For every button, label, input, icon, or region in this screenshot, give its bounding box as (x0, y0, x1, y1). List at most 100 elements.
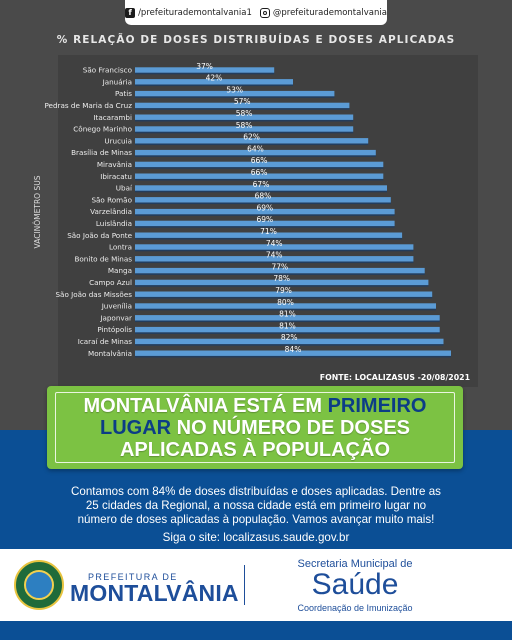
tick-label: Varzelândia (90, 207, 132, 216)
bar (135, 350, 451, 356)
bar (135, 126, 354, 132)
bar (135, 149, 376, 156)
instagram-link[interactable]: @prefeiturademontalvania (259, 7, 387, 18)
data-label: 84% (285, 345, 302, 354)
data-label: 68% (255, 192, 272, 201)
source-note: FONTE: LOCALIZASUS -20/08/2021 (320, 373, 470, 382)
prefeitura-name: MONTALVÂNIA (70, 580, 239, 606)
bottom-strip (0, 621, 512, 640)
tick-label: Luislândia (96, 219, 132, 228)
data-label: 42% (206, 74, 223, 83)
bar (135, 267, 425, 274)
data-label: 69% (256, 215, 273, 224)
prefeitura-label: PREFEITURA DE (88, 572, 178, 582)
municipal-seal-icon (14, 560, 64, 610)
data-label: 74% (266, 251, 283, 260)
tick-label: Japonvar (99, 313, 132, 322)
bar (135, 315, 440, 321)
chart-title: % RELAÇÃO DE DOSES DISTRIBUÍDAS E DOSES … (56, 34, 456, 46)
instagram-handle: @prefeiturademontalvania (272, 7, 387, 18)
facebook-link[interactable]: f /prefeiturademontalvania1 (125, 7, 252, 18)
headline-highlight: LUGAR (99, 416, 172, 439)
bar (135, 338, 444, 345)
headline-text: NO NÚMERO DE DOSES (171, 416, 411, 439)
data-label: 62% (243, 133, 260, 142)
bar (135, 197, 391, 203)
tick-label: Ubaí (116, 184, 133, 193)
headline-box: MONTALVÂNIA ESTÁ EM PRIMEIRO LUGAR NO NÚ… (47, 386, 463, 469)
tick-label: Patis (115, 89, 132, 98)
bar (135, 185, 387, 191)
data-label: 78% (273, 274, 290, 283)
bar (135, 256, 414, 262)
data-label: 81% (279, 321, 296, 330)
tick-label: Juvenília (101, 302, 132, 311)
bar (135, 161, 384, 168)
headline-line-3: APLICADAS À POPULAÇÃO (119, 438, 390, 461)
tick-label: Bonito de Minas (74, 254, 132, 263)
bar (135, 244, 414, 250)
imunizacao-label: Coordenação de Imunização (297, 603, 413, 613)
data-label: 69% (256, 203, 273, 212)
tick-label: Januária (102, 77, 132, 86)
headline-text: MONTALVÂNIA ESTÁ EM (83, 394, 328, 417)
bar (135, 291, 433, 297)
footer (0, 549, 512, 621)
data-label: 66% (251, 168, 268, 177)
bar (135, 79, 293, 85)
data-label: 67% (253, 180, 270, 189)
tick-label: São Romão (91, 195, 132, 204)
facebook-icon: f (125, 7, 136, 18)
headline-highlight: PRIMEIRO (327, 394, 427, 417)
bar (135, 90, 335, 97)
bar (135, 220, 395, 227)
footer-divider (244, 565, 245, 605)
bar (135, 102, 350, 109)
bar-chart: VACINÔMETRO SUS São Francisco 37% Januária 4… (33, 61, 470, 382)
data-label: 80% (277, 298, 294, 307)
data-label: 71% (260, 227, 277, 236)
data-label: 53% (226, 85, 243, 94)
headline-frame: MONTALVÂNIA ESTÁ EM PRIMEIRO LUGAR NO NÚ… (55, 392, 455, 463)
tick-label: Pedras de Maria da Cruz (44, 101, 132, 110)
body-line: número de doses aplicadas à população. V… (77, 513, 435, 526)
bar (135, 303, 436, 309)
saude-title: Saúde (311, 568, 399, 601)
y-axis-title: VACINÔMETRO SUS (33, 175, 42, 248)
secretaria-label: Secretaria Municipal de (297, 558, 413, 570)
tick-label: Cônego Marinho (73, 125, 132, 134)
data-label: 57% (234, 97, 251, 106)
social-bar: f /prefeiturademontalvania1 @prefeiturad… (125, 0, 387, 25)
tick-label: Montalvânia (88, 349, 132, 358)
data-label: 79% (275, 286, 292, 295)
data-label: 37% (196, 62, 213, 71)
data-label: 81% (279, 310, 296, 319)
tick-label: Urucuia (104, 136, 132, 145)
bar (135, 173, 384, 179)
headline-line-1: MONTALVÂNIA ESTÁ EM PRIMEIRO (84, 395, 427, 417)
tick-label: Pintópolis (97, 325, 132, 334)
bar (135, 326, 440, 333)
tick-label: Campo Azul (89, 278, 132, 287)
tick-label: Ibiracatu (100, 172, 132, 181)
data-label: 82% (281, 333, 298, 342)
body-text: Contamos com 84% de doses distribuídas e… (10, 485, 502, 527)
site-link[interactable]: Siga o site: localizasus.saude.gov.br (162, 531, 350, 544)
bar (135, 232, 403, 238)
seal-center (24, 570, 54, 600)
facebook-handle: /prefeiturademontalvania1 (138, 7, 252, 18)
body-line: 25 cidades da Regional, a nossa cidade e… (85, 499, 427, 512)
tick-label: São João das Missões (55, 290, 132, 299)
body-line: Contamos com 84% de doses distribuídas e… (71, 485, 441, 498)
tick-label: Itacarambi (93, 113, 132, 122)
tick-label: Brasília de Minas (71, 148, 132, 157)
bar (135, 279, 429, 286)
data-label: 77% (271, 262, 288, 271)
tick-label: Miravânia (97, 160, 132, 169)
bar (135, 67, 275, 73)
data-label: 74% (266, 239, 283, 248)
tick-label: Icaraí de Minas (78, 337, 133, 346)
data-label: 58% (236, 121, 253, 130)
tick-label: São João da Ponte (67, 231, 132, 240)
tick-label: São Francisco (83, 66, 132, 75)
